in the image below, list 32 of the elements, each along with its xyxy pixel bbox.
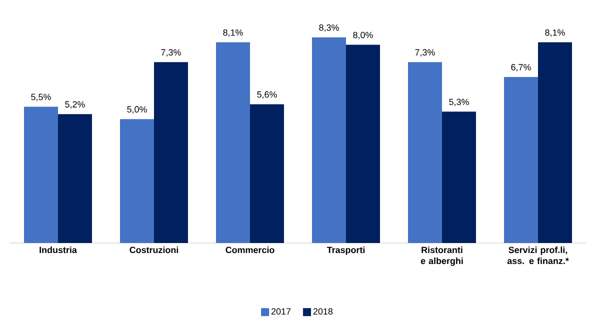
data-label: 8,3% <box>319 24 339 32</box>
bar <box>346 44 380 243</box>
data-label: 7,3% <box>415 49 435 57</box>
bar <box>442 112 476 243</box>
data-label: 6,7% <box>511 64 531 72</box>
data-label: 5,0% <box>127 106 147 114</box>
bar <box>216 42 250 243</box>
data-label: 8,1% <box>223 29 243 37</box>
bar <box>312 37 346 243</box>
data-label: 7,3% <box>161 49 181 57</box>
bar <box>504 76 538 243</box>
bar <box>58 114 92 243</box>
x-tick-label: Servizi prof.li, ass. e finanz.* <box>507 246 569 264</box>
bar <box>250 104 284 243</box>
bar <box>24 106 58 243</box>
x-tick-label: Industria <box>40 246 77 254</box>
data-label: 5,3% <box>449 98 469 106</box>
bar <box>538 42 572 243</box>
bar <box>120 119 154 243</box>
x-tick-label: Costruzioni <box>130 246 178 254</box>
bar <box>408 62 442 243</box>
legend-label: 2018 <box>313 308 333 315</box>
legend-label: 2017 <box>272 308 291 315</box>
data-label: 8,0% <box>353 32 373 40</box>
data-label: 8,1% <box>545 29 565 37</box>
bar <box>154 62 188 243</box>
x-tick-label: Ristoranti e alberghi <box>420 246 463 266</box>
x-tick-label: Commercio <box>226 246 274 254</box>
data-label: 5,6% <box>257 91 277 99</box>
data-label: 5,2% <box>65 101 85 109</box>
data-label: 5,5% <box>31 94 51 102</box>
x-tick-label: Trasporti <box>326 246 365 255</box>
